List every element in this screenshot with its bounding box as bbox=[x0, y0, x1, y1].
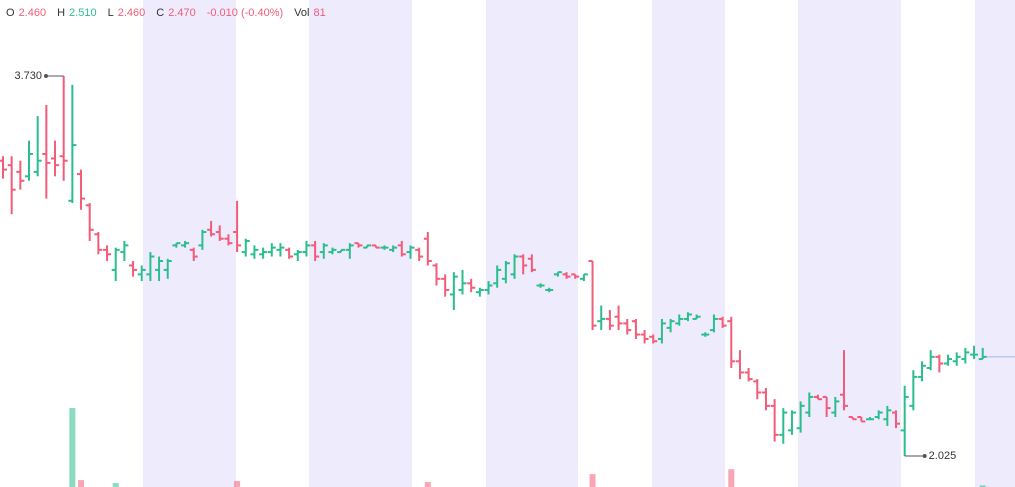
volume-bar bbox=[424, 482, 431, 487]
ohlc-header: O 2.460 H 2.510 L 2.460 C 2.470 -0.010 (-0.40%) V… bbox=[6, 7, 326, 19]
session-bands bbox=[143, 0, 1015, 487]
volume-bar bbox=[112, 483, 119, 487]
header-key: H bbox=[57, 7, 65, 19]
volume-bar bbox=[78, 480, 85, 487]
header-value: 2.460 bbox=[19, 7, 47, 19]
band bbox=[143, 0, 236, 487]
header-value: -0.010 (-0.40%) bbox=[207, 7, 283, 19]
header-key: L bbox=[108, 7, 114, 19]
volume-bar bbox=[979, 485, 986, 487]
header-key: O bbox=[6, 7, 15, 19]
header-key: C bbox=[156, 7, 164, 19]
band bbox=[486, 0, 578, 487]
volume-bar bbox=[728, 469, 735, 487]
header-value: 2.470 bbox=[168, 7, 196, 19]
header-value: 81 bbox=[313, 7, 325, 19]
band bbox=[309, 0, 412, 487]
min-marker-dot bbox=[922, 454, 927, 459]
header-key: Vol bbox=[294, 7, 309, 19]
max-marker-dot bbox=[44, 74, 48, 79]
band bbox=[975, 0, 1015, 487]
header-value: 2.510 bbox=[69, 7, 97, 19]
volume-bar bbox=[234, 481, 241, 487]
min-marker-label: 2.025 bbox=[929, 450, 957, 462]
header-value: 2.460 bbox=[118, 7, 146, 19]
band bbox=[652, 0, 725, 487]
max-marker-label: 3.730 bbox=[14, 70, 42, 82]
volume-bar bbox=[69, 408, 76, 487]
volume-bar bbox=[589, 474, 596, 487]
band bbox=[798, 0, 901, 487]
